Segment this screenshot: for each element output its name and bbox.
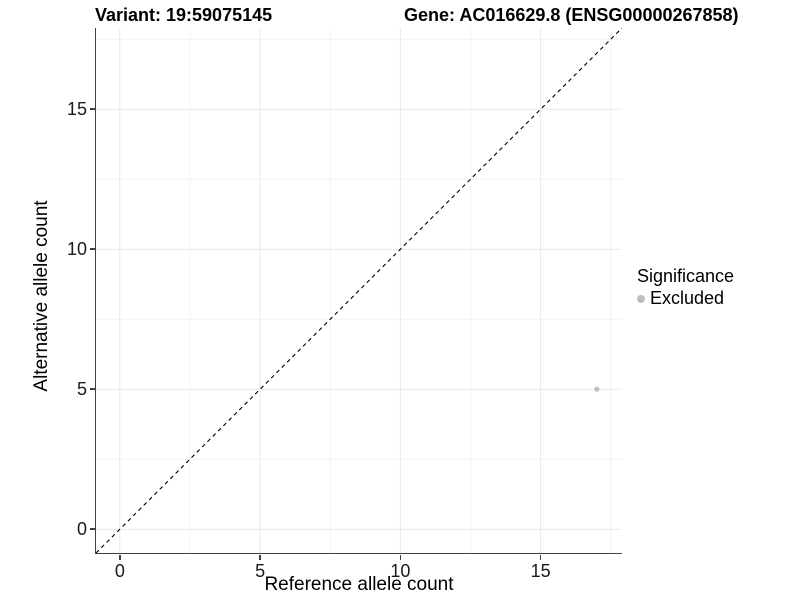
tick-label-x: 5 [255, 561, 266, 581]
plot-panel [95, 28, 622, 554]
x-axis-title: Reference allele count [264, 574, 454, 595]
data-point [594, 386, 600, 392]
legend-point-icon [637, 294, 645, 303]
tick-label-y: 0 [76, 519, 87, 540]
legend: Significance Excluded [637, 266, 734, 309]
tick-mark-x [399, 554, 402, 560]
tick-label-x: 15 [530, 561, 551, 581]
tick-mark-y [90, 528, 95, 530]
tick-label-x: 0 [114, 561, 125, 581]
tick-mark-y [90, 248, 95, 250]
tick-mark-x [539, 554, 542, 560]
identity-line [96, 28, 622, 553]
tick-label-x: 10 [390, 561, 411, 581]
legend-entry-label: Excluded [650, 288, 725, 308]
tick-mark-x [119, 554, 121, 560]
plot-title-variant: Variant: 19:59075145 [95, 5, 273, 25]
tick-label-y: 10 [66, 239, 87, 260]
legend-title: Significance [637, 266, 735, 286]
legend-entry: Excluded [637, 288, 734, 309]
plot-area [96, 28, 622, 553]
tick-mark-y [90, 388, 95, 390]
tick-label-y: 15 [66, 99, 87, 120]
tick-mark-x [259, 554, 261, 560]
tick-mark-y [90, 108, 95, 110]
legend-entries: Excluded [637, 288, 734, 309]
tick-label-y: 5 [76, 379, 87, 400]
plot-title-gene: Gene: AC016629.8 (ENSG00000267858) [404, 5, 739, 25]
y-axis-title: Alternative allele count [31, 200, 52, 392]
